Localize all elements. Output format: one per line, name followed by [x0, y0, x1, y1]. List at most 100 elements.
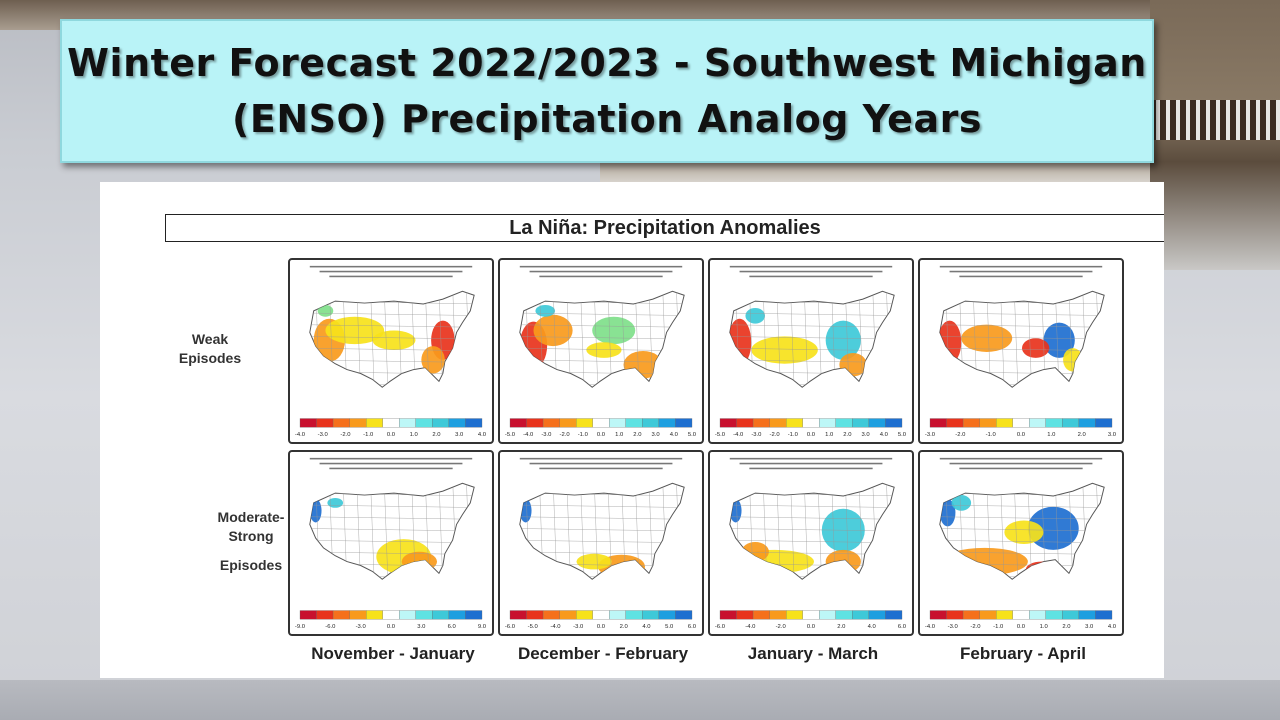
division-line	[519, 504, 685, 508]
scale-label: 4.0	[868, 624, 877, 630]
row-label-line: Episodes	[219, 557, 283, 573]
row-label-line	[201, 546, 301, 556]
scale-label: -2.0	[776, 624, 787, 630]
scale-swatch	[415, 610, 433, 620]
scale-swatch	[609, 610, 626, 620]
scale-label: 4.0	[670, 432, 679, 438]
division-line	[1000, 483, 1005, 580]
anomaly-region	[941, 547, 1028, 576]
scale-label: -1.0	[363, 432, 374, 438]
scale-swatch	[1012, 418, 1030, 428]
row-label-line: Episodes	[178, 350, 242, 366]
scale-swatch	[675, 418, 693, 428]
scale-swatch	[946, 418, 964, 428]
division-line	[1110, 286, 1114, 394]
anomaly-map: -3.0 -2.0 -1.0 0.0 1.0 2.0 3.0	[918, 258, 1124, 444]
scale-swatch	[1062, 610, 1080, 620]
scale-swatch	[382, 418, 400, 428]
scale-label: -3.0	[541, 432, 552, 438]
scale-swatch	[316, 610, 334, 620]
division-line	[519, 324, 685, 328]
division-line	[370, 483, 375, 580]
us-outline	[939, 290, 1105, 388]
column-label-nov-jan: November - January	[311, 644, 475, 663]
us-outline	[309, 482, 475, 580]
title-line-2: (ENSO) Precipitation Analog Years	[232, 97, 982, 141]
division-line	[309, 312, 475, 316]
scale-swatch	[929, 610, 947, 620]
scale-label: -3.0	[925, 432, 936, 438]
scale-swatch	[542, 418, 560, 428]
anomaly-region	[745, 307, 766, 324]
scale-label: -1.0	[788, 432, 799, 438]
map-header-text-line	[319, 462, 463, 465]
division-line	[790, 483, 795, 580]
map-header-text-line	[939, 457, 1103, 460]
scale-swatch	[819, 610, 836, 620]
anomaly-region	[729, 318, 752, 366]
scale-swatch	[382, 610, 400, 620]
division-line	[729, 516, 895, 520]
division-line	[900, 478, 904, 586]
anomaly-region	[309, 498, 322, 523]
anomaly-panel: La Niña: Precipitation Anomalies Weak Ep…	[100, 182, 1164, 678]
scale-label: 1.0	[1040, 624, 1049, 630]
scale-swatch	[885, 418, 903, 428]
division-line	[729, 575, 895, 579]
map-header-text-line	[949, 462, 1093, 465]
scale-swatch	[1095, 610, 1113, 620]
map-header-text-line	[329, 275, 453, 278]
scale-swatch	[576, 418, 593, 428]
map-header-text-line	[519, 457, 683, 460]
us-outline	[519, 482, 685, 580]
scale-label: 5.0	[898, 432, 907, 438]
scale-swatch	[559, 418, 577, 428]
scale-swatch	[332, 610, 350, 620]
division-line	[1110, 478, 1114, 586]
map-header-text-line	[729, 457, 893, 460]
anomaly-region	[1004, 520, 1044, 544]
anomaly-region	[741, 542, 769, 562]
scale-swatch	[736, 418, 754, 428]
division-line	[690, 478, 694, 586]
scale-label: -5.0	[528, 624, 539, 630]
title-banner: Winter Forecast 2022/2023 - Southwest Mi…	[60, 19, 1154, 163]
scale-label: -3.0	[356, 624, 367, 630]
anomaly-region	[317, 305, 334, 317]
scale-label: 2.0	[1062, 624, 1071, 630]
anomaly-region	[939, 320, 962, 364]
scale-label: 5.0	[688, 432, 697, 438]
background-snow	[0, 680, 1280, 720]
scale-label: -4.0	[295, 432, 306, 438]
scale-swatch	[719, 610, 737, 620]
anomaly-map: -9.0 -6.0 -3.0 0.0 3.0 6.0 9.0	[288, 450, 494, 636]
division-line	[309, 516, 475, 520]
anomaly-region	[961, 324, 1013, 352]
division-line	[519, 312, 685, 316]
scale-label: 0.0	[387, 624, 396, 630]
division-line	[309, 504, 475, 508]
map-header-text-line	[539, 275, 663, 278]
anomaly-region	[951, 495, 972, 511]
scale-label: 4.0	[642, 624, 651, 630]
scale-swatch	[432, 418, 450, 428]
scale-swatch	[752, 610, 770, 620]
division-line	[519, 383, 685, 387]
scale-label: 3.0	[455, 432, 464, 438]
division-line	[1013, 483, 1019, 580]
division-line	[580, 483, 585, 580]
scale-label: 1.0	[1047, 432, 1056, 438]
scale-swatch	[642, 418, 660, 428]
scale-swatch	[802, 418, 820, 428]
anomaly-region	[751, 336, 818, 364]
column-label-feb-apr: February - April	[960, 644, 1086, 663]
scale-swatch	[526, 418, 544, 428]
map-header-text-line	[959, 467, 1083, 470]
anomaly-map: -6.0 -4.0 -2.0 0.0 2.0 4.0 6.0	[708, 450, 914, 636]
scale-label: 0.0	[387, 432, 396, 438]
anomaly-region	[729, 498, 742, 523]
map-header-text-line	[739, 462, 883, 465]
column-label-dec-feb: December - February	[517, 644, 689, 663]
scale-swatch	[658, 418, 676, 428]
row-label-line: Moderate-	[217, 509, 285, 525]
